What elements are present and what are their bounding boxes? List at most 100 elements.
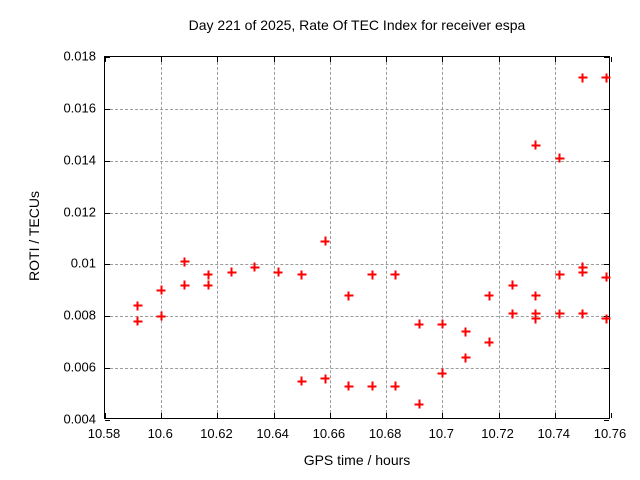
x-tick-mark bbox=[611, 413, 612, 418]
data-point-marker bbox=[437, 368, 447, 378]
data-point-marker bbox=[461, 327, 471, 337]
data-point-marker bbox=[390, 270, 400, 280]
data-point-marker bbox=[437, 319, 447, 329]
x-tick-mark bbox=[611, 57, 612, 62]
data-point-marker bbox=[133, 316, 143, 326]
x-tick-mark bbox=[329, 413, 331, 418]
data-point-marker bbox=[297, 270, 307, 280]
x-tick-mark bbox=[273, 57, 275, 62]
data-point-marker bbox=[508, 309, 518, 319]
gridline-vertical bbox=[386, 57, 388, 418]
x-tick-mark bbox=[161, 57, 163, 62]
data-point-marker bbox=[390, 381, 400, 391]
data-point-marker bbox=[601, 272, 611, 282]
data-point-marker bbox=[367, 381, 377, 391]
data-point-marker bbox=[531, 140, 541, 150]
data-point-marker bbox=[156, 311, 166, 321]
data-point-marker bbox=[531, 314, 541, 324]
y-tick-label: 0.006 bbox=[63, 359, 96, 375]
gridline-vertical bbox=[217, 57, 219, 418]
x-tick-label: 10.68 bbox=[368, 426, 402, 441]
y-tick-mark bbox=[105, 57, 110, 58]
data-point-marker bbox=[367, 270, 377, 280]
data-point-marker bbox=[531, 309, 541, 319]
y-tick-mark bbox=[105, 160, 110, 162]
gridline-horizontal bbox=[105, 264, 609, 266]
y-tick-mark bbox=[105, 316, 110, 318]
gridline-vertical bbox=[442, 57, 444, 418]
y-tick-mark bbox=[105, 212, 110, 214]
x-tick-mark bbox=[442, 413, 444, 418]
data-point-marker bbox=[297, 376, 307, 386]
data-point-marker bbox=[578, 267, 588, 277]
x-tick-mark bbox=[329, 57, 331, 62]
x-axis-title: GPS time / hours bbox=[303, 452, 411, 468]
x-tick-mark bbox=[554, 413, 556, 418]
data-point-marker bbox=[555, 153, 565, 163]
data-point-marker bbox=[484, 291, 494, 301]
data-point-marker bbox=[461, 353, 471, 363]
data-point-marker bbox=[601, 314, 611, 324]
x-tick-mark bbox=[386, 413, 388, 418]
data-point-marker bbox=[414, 319, 424, 329]
y-tick-mark bbox=[105, 264, 110, 266]
data-point-marker bbox=[320, 236, 330, 246]
plot-area bbox=[104, 56, 612, 421]
chart-title: Day 221 of 2025, Rate Of TEC Index for r… bbox=[188, 17, 526, 33]
x-tick-mark bbox=[105, 413, 106, 418]
gridline-horizontal bbox=[105, 368, 609, 370]
y-tick-mark bbox=[604, 212, 609, 214]
gridline-vertical bbox=[329, 57, 331, 418]
data-point-marker bbox=[531, 291, 541, 301]
x-tick-mark bbox=[386, 57, 388, 62]
y-tick-label: 0.004 bbox=[63, 411, 96, 427]
data-point-marker bbox=[227, 267, 236, 277]
y-tick-label: 0.008 bbox=[63, 307, 96, 323]
data-point-marker bbox=[344, 381, 354, 391]
x-tick-mark bbox=[217, 413, 219, 418]
gridline-horizontal bbox=[105, 108, 609, 110]
x-tick-mark bbox=[105, 57, 106, 62]
y-tick-mark bbox=[604, 108, 609, 110]
data-point-marker bbox=[484, 337, 494, 347]
gridline-horizontal bbox=[105, 316, 609, 318]
y-tick-label: 0.014 bbox=[63, 152, 96, 168]
y-tick-label: 0.018 bbox=[63, 48, 96, 64]
x-tick-label: 10.6 bbox=[147, 426, 173, 441]
data-point-marker bbox=[578, 262, 588, 272]
data-point-marker bbox=[203, 270, 213, 280]
y-tick-mark bbox=[105, 368, 110, 370]
data-point-marker bbox=[555, 270, 565, 280]
x-tick-label: 10.76 bbox=[593, 426, 627, 441]
x-tick-mark bbox=[273, 413, 275, 418]
y-tick-mark bbox=[604, 264, 609, 266]
y-tick-mark bbox=[604, 160, 609, 162]
data-point-marker bbox=[344, 291, 354, 301]
data-point-marker bbox=[601, 73, 611, 83]
x-tick-mark bbox=[217, 57, 219, 62]
data-point-marker bbox=[578, 309, 588, 319]
data-point-marker bbox=[320, 374, 330, 383]
data-point-marker bbox=[414, 399, 424, 409]
x-tick-mark bbox=[498, 413, 500, 418]
x-tick-mark bbox=[161, 413, 163, 418]
gridline-horizontal bbox=[105, 160, 609, 162]
y-tick-mark bbox=[604, 368, 609, 370]
x-tick-label: 10.72 bbox=[481, 426, 514, 441]
gridline-vertical bbox=[273, 57, 275, 418]
x-tick-label: 10.64 bbox=[256, 426, 289, 441]
x-tick-label: 10.74 bbox=[537, 426, 571, 441]
x-tick-label: 10.66 bbox=[312, 426, 346, 441]
data-point-marker bbox=[578, 73, 588, 83]
data-point-marker bbox=[273, 267, 283, 277]
gridline-vertical bbox=[498, 57, 500, 418]
data-point-marker bbox=[180, 280, 190, 290]
data-point-marker bbox=[508, 280, 518, 290]
x-tick-label: 10.58 bbox=[87, 426, 121, 441]
y-tick-label: 0.012 bbox=[63, 204, 96, 220]
data-point-marker bbox=[180, 257, 190, 267]
x-tick-label: 10.7 bbox=[428, 426, 454, 441]
x-tick-label: 10.62 bbox=[200, 426, 233, 441]
data-point-marker bbox=[133, 301, 143, 311]
